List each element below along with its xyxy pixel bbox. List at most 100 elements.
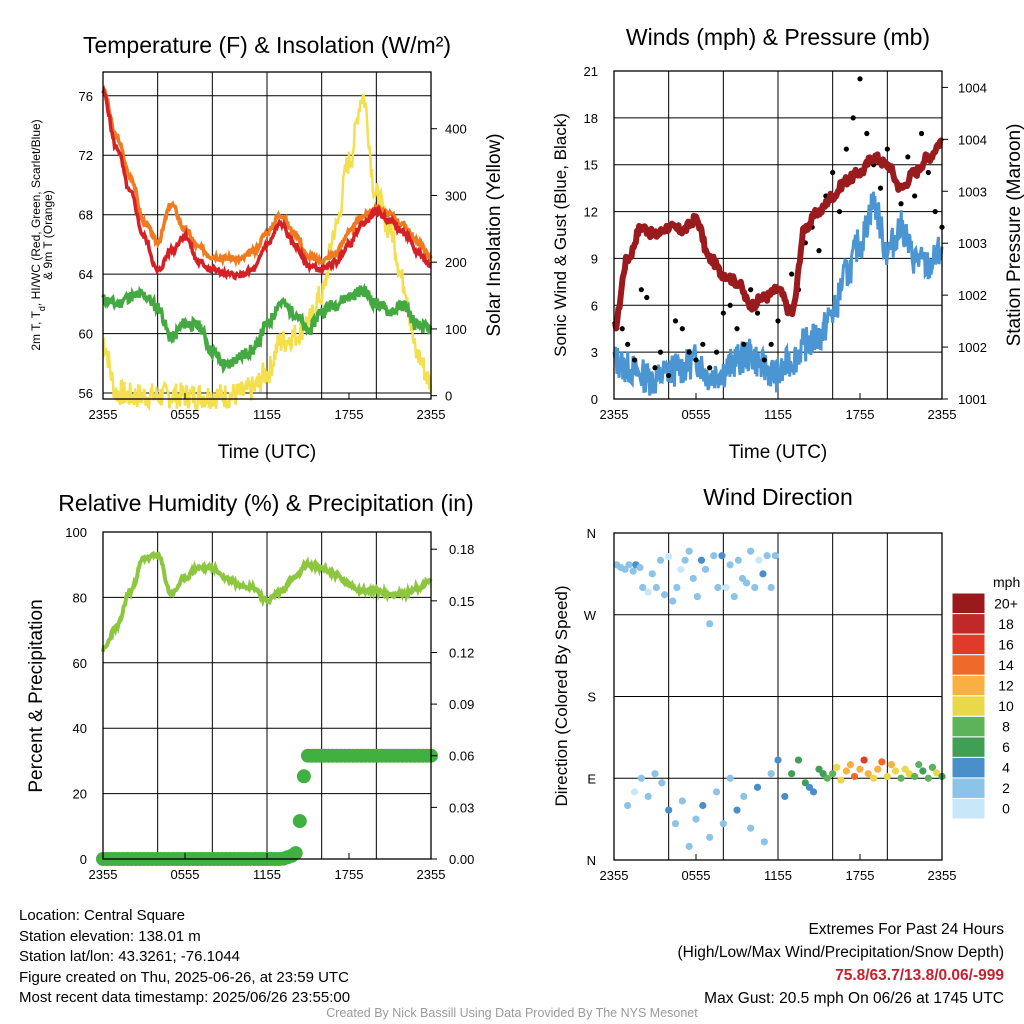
insolation-tick-label: 200 [445,255,467,270]
direction-point [846,761,855,769]
winds-xlabel: Time (UTC) [729,442,828,463]
direction-point [771,552,779,560]
direction-point [665,806,673,814]
temp-ytick-label: 60 [79,327,93,342]
dir-xtick-label: 0555 [682,868,711,883]
direction-point [788,770,796,778]
direction-point [833,763,841,771]
temp-xtick-label: 2355 [417,407,446,422]
direction-title: Wind Direction [703,484,853,510]
precip-point [296,769,311,784]
direction-point [652,583,660,592]
colorbar-cell [951,736,986,758]
direction-point [665,553,673,561]
gust-point [836,208,843,215]
wind-ytick-label: 3 [591,345,598,360]
sonic-wind-line [612,191,944,396]
temp-xtick-label: 1755 [335,407,364,422]
rh-xtick-label: 2355 [417,867,446,882]
pressure-ylabel: Station Pressure (Maroon) [1004,124,1024,347]
colorbar-label: 0 [1002,801,1010,817]
rh-ytick-label: 100 [65,525,87,540]
pressure-tick-label: 1003 [958,184,987,199]
direction-point [678,797,686,805]
pressure-tick-label: 1002 [958,340,987,355]
gust-point [789,271,795,277]
direction-point [726,774,734,782]
direction-point [669,597,677,605]
direction-point [639,583,647,592]
direction-point [759,570,767,578]
colorbar-label: 10 [998,698,1014,714]
precip-tick-label: 0.03 [449,800,474,815]
temperature-panel: Temperature (F) & Insolation (W/m²) 2355… [29,32,505,463]
direction-point [697,556,706,564]
direction-point [644,588,652,596]
direction-point [856,765,864,773]
pressure-line [611,137,945,332]
direction-point [747,547,755,555]
temp-ytick-label: 72 [79,148,93,163]
colorbar-label: 16 [998,636,1014,652]
direction-point [850,772,859,781]
gust-point [720,310,726,316]
gust-point [679,326,685,332]
direction-point [630,788,639,796]
wind-xtick-label: 2355 [928,407,957,422]
temp-ytick-label: 64 [79,267,93,282]
winds-panel: Winds (mph) & Pressure (mb) 2355 0555 1155… [551,24,1024,463]
dewpoint-line [101,282,433,375]
temp-xtick-label: 1155 [253,407,281,422]
direction-point [755,556,763,564]
colorbar-cell [951,695,986,717]
gust-point [857,76,863,82]
gust-point [748,287,754,293]
precip-tick-label: 0.09 [449,697,474,712]
gust-point [905,154,911,160]
dir-ytick-label: N [587,526,596,541]
insolation-tick-label: 300 [445,188,467,203]
temp-2m-line [101,84,432,281]
direction-point [911,772,919,781]
direction-point [685,547,693,555]
direction-point [624,801,632,810]
direction-point [693,592,701,601]
wind-ytick-label: 15 [584,158,598,173]
direction-point [887,761,896,769]
direction-point [730,592,738,601]
precip-tick-label: 0.06 [449,749,474,764]
rh-xtick-label: 0555 [171,867,200,882]
colorbar-cell [951,674,986,697]
direction-point [734,556,742,564]
colorbar-cell [951,592,986,615]
direction-point [781,792,789,801]
insolation-line [101,93,433,414]
colorbar-cell [951,654,986,676]
location-text: Location: Central Square [19,907,185,924]
rh-ytick-label: 40 [73,721,87,736]
direction-point [673,583,681,592]
gust-point [898,201,904,207]
dir-ytick-label: W [584,608,597,623]
temp-xtick-label: 0555 [171,407,200,422]
rh-ytick-label: 20 [73,787,87,802]
direction-point [706,620,714,628]
direction-point [636,563,644,572]
rh-ytick-label: 80 [73,590,87,605]
credit-footer: Created By Nick Bassill Using Data Provi… [326,1006,698,1020]
temperature-ylabel: 2m T, Td, HI/WC (Red, Green, Scarlet/Blu… [29,119,47,350]
gust-point [864,130,870,137]
wind-ytick-label: 21 [584,64,598,79]
direction-point [883,772,891,781]
direction-panel: Wind Direction 2355 0555 1155 1755 2355 N E S W N… [552,484,1020,883]
direction-point [648,570,656,578]
direction-point [932,769,941,777]
direction-point [658,779,666,787]
wind-xtick-label: 1155 [764,407,792,422]
direction-point [878,758,886,766]
gust-point [816,248,822,254]
dir-xtick-label: 1755 [846,868,875,883]
extremes-title: Extremes For Past 24 Hours [808,921,1004,938]
direction-point [706,833,714,841]
direction-point [837,776,845,784]
